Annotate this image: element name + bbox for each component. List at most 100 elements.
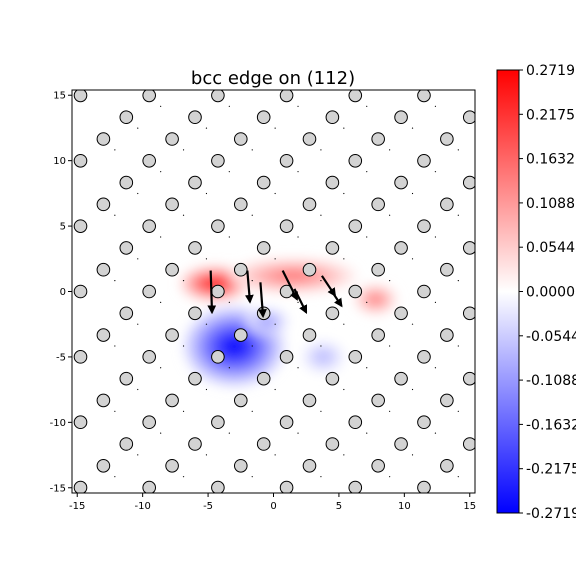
background-dot	[228, 432, 230, 434]
background-dot	[297, 498, 298, 499]
background-dot	[228, 171, 230, 173]
atom-marker	[188, 437, 202, 451]
atom-marker	[188, 175, 202, 190]
atom-marker	[372, 67, 385, 80]
atom-marker	[233, 197, 248, 212]
background-dot	[481, 62, 482, 63]
y-tick-label: -15	[50, 483, 66, 494]
atom-marker	[325, 175, 340, 190]
atom-marker	[325, 371, 340, 386]
atom-marker	[302, 393, 317, 408]
background-dot	[412, 62, 413, 63]
x-tick-label: -5	[203, 501, 213, 512]
background-dot	[160, 105, 162, 107]
atom-marker	[279, 90, 294, 103]
atom-marker	[165, 132, 179, 146]
background-dot	[434, 432, 437, 434]
atom-marker	[96, 328, 111, 342]
background-dot	[366, 367, 368, 369]
atom-marker	[302, 132, 317, 146]
background-dot	[160, 171, 162, 173]
chart-title: bcc edge on (112)	[191, 68, 355, 89]
background-dot	[457, 149, 459, 151]
background-dot	[457, 410, 459, 412]
atom-marker	[96, 458, 111, 473]
atom-marker	[440, 458, 454, 473]
background-dot	[274, 258, 276, 260]
atom-marker	[348, 350, 363, 364]
atom-marker	[165, 262, 179, 277]
atom-marker	[462, 241, 475, 255]
atom-marker	[120, 46, 133, 59]
background-dot	[160, 301, 162, 303]
background-dot	[275, 62, 276, 63]
atom-marker	[233, 328, 248, 342]
background-dot	[228, 236, 230, 238]
background-dot	[320, 280, 322, 282]
background-dot	[137, 323, 139, 325]
atom-marker	[142, 90, 156, 103]
background-dot	[182, 149, 185, 151]
atom-marker	[233, 132, 248, 146]
background-dot	[343, 258, 345, 260]
y-axis: -15 -10 -5 0 5 10 15	[50, 91, 72, 494]
colorbar-gradient	[497, 70, 519, 513]
atom-marker	[371, 458, 385, 473]
background-dot	[229, 498, 230, 499]
background-dot	[275, 520, 276, 521]
atom-marker	[211, 480, 225, 493]
atom-marker	[441, 67, 454, 80]
colorbar-tick-label: -0.1088	[526, 373, 576, 389]
background-dot	[274, 127, 276, 129]
atom-marker	[440, 197, 454, 212]
background-dot	[458, 84, 459, 85]
atom-marker	[142, 153, 156, 168]
background-dot	[457, 345, 459, 347]
atom-marker	[348, 219, 363, 233]
strain-region-6-level-1	[319, 354, 327, 360]
atom-marker	[302, 328, 317, 342]
background-dot	[160, 236, 162, 238]
atom-marker	[417, 153, 431, 168]
atom-marker	[73, 350, 88, 364]
atom-marker	[394, 371, 408, 386]
background-dot	[412, 520, 413, 521]
atom-marker	[417, 350, 431, 364]
atom-marker	[279, 153, 294, 168]
plot-area: -15 -10 -5 0 5 10 15 -15 -10 -5 0 5 10 15	[50, 40, 482, 538]
x-tick-label: -15	[69, 501, 85, 512]
background-dot	[389, 149, 391, 151]
atom-marker	[302, 262, 317, 277]
colorbar-tick-label: 0.2719	[526, 63, 575, 79]
atom-marker	[348, 153, 363, 168]
background-dot	[297, 171, 299, 173]
atom-marker	[166, 525, 179, 538]
atom-marker	[97, 525, 110, 538]
atom-marker	[395, 46, 408, 59]
background-dot	[205, 323, 208, 325]
atom-marker	[142, 350, 156, 364]
background-dot	[274, 454, 276, 456]
x-tick-label: 0	[270, 501, 276, 512]
atom-markers	[73, 46, 475, 538]
background-dot	[481, 454, 482, 455]
background-dot	[205, 388, 208, 391]
background-dot	[251, 214, 253, 216]
atom-marker	[372, 525, 385, 538]
colorbar-tick-label: 0.2175	[526, 107, 575, 123]
atom-marker	[189, 503, 202, 516]
background-dot	[297, 40, 298, 41]
atom-marker	[279, 350, 294, 364]
atom-marker	[256, 437, 271, 451]
background-dot	[297, 236, 299, 238]
atom-marker	[440, 328, 454, 342]
atom-marker	[256, 175, 271, 190]
background-dot	[137, 127, 139, 129]
atom-marker	[119, 306, 134, 321]
background-dot	[182, 410, 185, 412]
atom-marker	[211, 90, 225, 103]
atom-marker	[462, 175, 475, 190]
atom-marker	[462, 371, 475, 386]
displacement-arrow-3	[258, 282, 267, 319]
